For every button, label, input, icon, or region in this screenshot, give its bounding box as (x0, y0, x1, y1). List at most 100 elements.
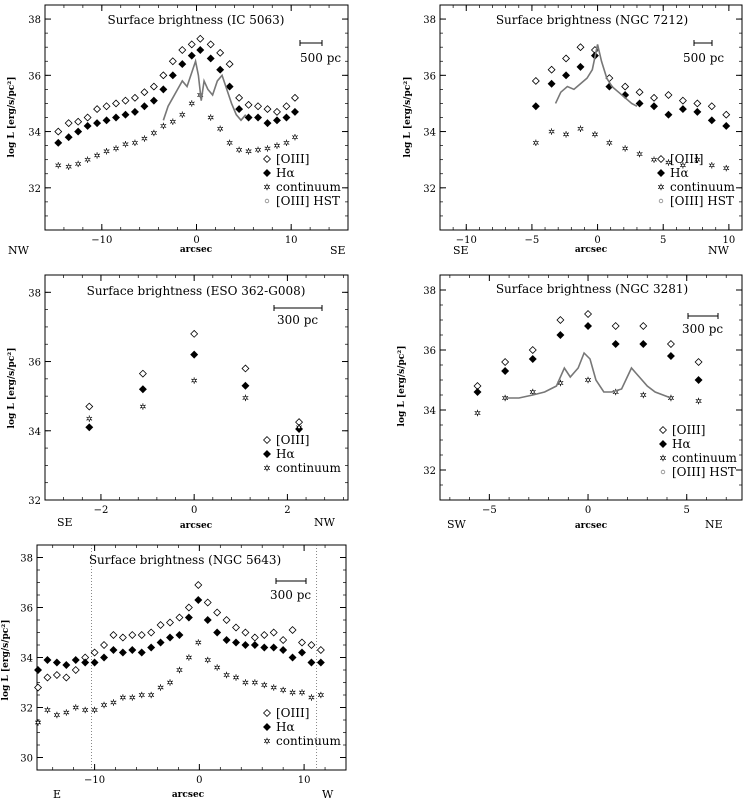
scale-bar-label: 500 pc (683, 51, 724, 65)
data-point-diamond-filled (149, 96, 158, 105)
data-point-diamond-open (639, 322, 648, 330)
data-point-star (157, 684, 164, 691)
data-point-diamond-open (54, 127, 63, 136)
data-point-star (636, 150, 643, 158)
x-tick-label: 5 (684, 505, 690, 516)
data-point-diamond-open (109, 631, 118, 639)
data-point-diamond-filled (168, 71, 177, 80)
chart-title: Surface brightness (ESO 362-G008) (87, 284, 306, 298)
data-point-diamond-filled (156, 638, 165, 647)
data-point-star (82, 706, 89, 714)
direction-right-label: SE (330, 244, 346, 257)
data-point-diamond-filled (222, 636, 231, 644)
data-point-diamond-filled (611, 340, 620, 348)
series-line-oiii-hst (505, 351, 672, 399)
legend-label: [OIII] HST (276, 194, 340, 208)
data-point-diamond-open (168, 57, 177, 66)
data-point-star (665, 159, 672, 166)
legend-marker (264, 198, 270, 204)
legend-label: [OIII] HST (670, 194, 734, 208)
legend-label: Hα (670, 166, 689, 180)
data-point-star (270, 684, 277, 691)
data-point-diamond-open (244, 100, 253, 109)
x-tick-label: −10 (91, 235, 112, 246)
data-point-diamond-filled (137, 648, 146, 657)
legend-marker (659, 426, 667, 434)
data-point-diamond-filled (187, 51, 196, 60)
data-point-star (217, 125, 224, 132)
data-point-star (242, 679, 249, 686)
x-tick-label: −10 (456, 235, 477, 246)
direction-right-label: NW (314, 516, 336, 529)
y-tick-label: 38 (20, 554, 33, 565)
data-point-diamond-open (175, 613, 184, 622)
data-point-star (188, 100, 195, 107)
data-point-diamond-filled (194, 596, 203, 604)
data-point-star (141, 135, 148, 142)
data-point-star (651, 156, 657, 163)
data-point-star (195, 639, 202, 646)
x-tick-label: −5 (482, 505, 497, 516)
data-point-star (150, 129, 157, 137)
legend-label: [OIII] (672, 423, 705, 437)
data-point-star (532, 139, 539, 147)
data-point-star (708, 162, 715, 169)
data-point-diamond-open (34, 683, 43, 692)
data-point-diamond-filled (250, 641, 259, 649)
x-tick-label: 0 (585, 505, 591, 516)
y-axis-label: log L [erg/s/pc²] (1, 620, 11, 701)
data-point-diamond-open (121, 96, 130, 105)
data-point-diamond-filled (109, 646, 118, 654)
data-point-star (251, 679, 258, 686)
data-marks (531, 43, 731, 172)
x-tick-label: 10 (298, 775, 311, 786)
data-point-diamond-filled (263, 119, 272, 128)
data-point-diamond-open (316, 646, 325, 654)
data-point-diamond-open (722, 110, 731, 119)
y-tick-label: 34 (28, 427, 41, 438)
data-point-star (548, 128, 555, 135)
data-point-diamond-open (279, 636, 288, 644)
y-tick-label: 38 (423, 15, 436, 26)
data-point-star (191, 377, 198, 384)
chart-title: Surface brightness (NGC 3281) (496, 282, 688, 296)
data-point-diamond-open (250, 633, 259, 642)
data-point-star (296, 424, 303, 431)
legend-marker (658, 198, 664, 204)
x-tick-label: 0 (196, 775, 202, 786)
data-point-star (119, 694, 126, 701)
y-tick-label: 32 (28, 496, 41, 507)
data-point-diamond-filled (206, 54, 215, 63)
data-point-diamond-filled (71, 656, 80, 664)
y-tick-label: 36 (423, 71, 436, 82)
data-point-star (169, 118, 176, 125)
legend-label: [OIII] HST (672, 465, 736, 479)
direction-left-label: NW (8, 244, 30, 257)
data-point-diamond-open (90, 648, 99, 657)
data-point-diamond-open (43, 673, 52, 682)
legend-label: Hα (276, 447, 295, 461)
scale-bar-label: 500 pc (300, 51, 341, 65)
data-point-star (138, 691, 145, 699)
axis-ticks: −10 0 10 32 34 36 38 (28, 4, 349, 246)
data-point-diamond-open (190, 329, 199, 338)
data-marks (34, 581, 325, 726)
data-point-diamond-open (241, 364, 250, 373)
data-point-diamond-open (707, 102, 716, 111)
x-axis-label: arcsec (180, 521, 213, 531)
y-tick-label: 30 (20, 754, 33, 765)
data-point-diamond-open (194, 581, 203, 589)
data-point-star (44, 706, 51, 714)
data-point-star (139, 403, 146, 410)
data-point-star (131, 139, 138, 147)
data-point-star (529, 388, 536, 396)
data-point-star (55, 162, 62, 169)
data-point-star (261, 681, 268, 689)
data-point-diamond-open (235, 93, 244, 102)
y-tick-label: 36 (28, 71, 41, 82)
legend-marker (264, 183, 270, 191)
axis-ticks: −10 0 10 30 32 34 36 38 (20, 544, 347, 786)
y-tick-label: 34 (20, 654, 33, 665)
